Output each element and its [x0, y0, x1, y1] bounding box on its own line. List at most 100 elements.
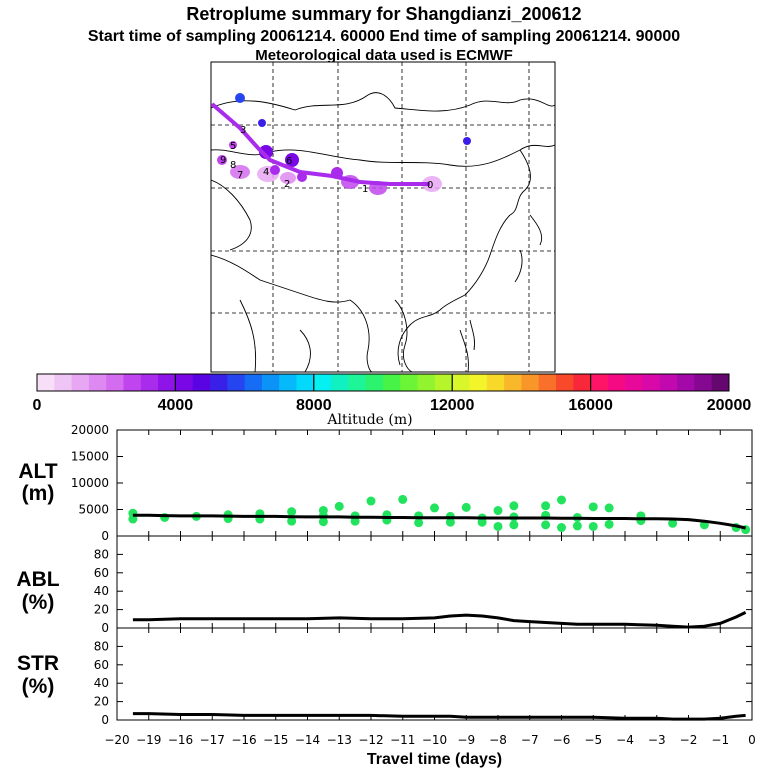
x-tick-label: −20	[104, 733, 129, 747]
y-tick-label: 15000	[71, 450, 109, 464]
trajectory-number-labels: 9 8 7 6 5 4 3 2 1 0	[220, 125, 433, 195]
colorbar-swatch	[348, 374, 367, 391]
y-tick-label: 10000	[71, 476, 109, 490]
cluster-point	[509, 501, 519, 511]
x-tick-label: −3	[648, 733, 666, 747]
traj-label: 6	[286, 156, 292, 167]
y-tick-label: 40	[94, 676, 109, 690]
colorbar-swatch	[625, 374, 643, 391]
colorbar-frame	[36, 373, 730, 392]
cluster-point	[414, 518, 424, 528]
colorbar-swatch	[37, 374, 55, 391]
colorbar-swatch	[434, 374, 453, 391]
y-tick-label: 60	[94, 566, 109, 580]
x-tick-label: −14	[295, 733, 320, 747]
colorbar-swatch	[573, 374, 592, 391]
colorbar-swatch	[607, 374, 626, 391]
colorbar-swatch	[659, 374, 678, 391]
colorbar-swatch	[365, 374, 384, 391]
colorbar-swatch	[556, 374, 574, 391]
map-coastlines	[211, 92, 555, 372]
panel-alt: 0 5000 10000 15000 20000	[71, 423, 753, 543]
colorbar-swatch	[244, 374, 263, 391]
x-tick-label: 0	[748, 733, 756, 747]
x-tick-label: −8	[489, 733, 507, 747]
series-line	[132, 712, 746, 721]
traj-label: 2	[284, 179, 290, 190]
colorbar-tick: 0	[33, 397, 42, 414]
colorbar-swatch	[192, 374, 211, 391]
colorbar-swatch	[158, 374, 176, 391]
cluster-point	[287, 516, 297, 526]
colorbar-swatch	[504, 374, 522, 391]
x-tick-label: −16	[231, 733, 256, 747]
colorbar-swatch	[71, 374, 90, 391]
x-tick-label: −5	[584, 733, 602, 747]
cluster-point	[334, 501, 344, 511]
y-tick-label: 0	[101, 621, 109, 635]
cluster-point	[604, 519, 614, 529]
colorbar-swatch	[711, 374, 730, 391]
panel-frame	[116, 627, 753, 721]
x-tick-label: −17	[200, 733, 225, 747]
traj-label: 5	[230, 141, 236, 152]
colorbar-swatch	[227, 374, 246, 391]
str-label: STR	[17, 652, 59, 675]
altitude-colorbar	[36, 373, 730, 392]
x-tick-label: −7	[521, 733, 539, 747]
y-tick-label: 5000	[78, 503, 109, 517]
y-tick-label: 20000	[71, 423, 109, 437]
colorbar-swatch	[88, 374, 107, 391]
x-tick-label: −16	[168, 733, 193, 747]
colorbar-swatch	[417, 374, 436, 391]
colorbar-swatch	[383, 374, 401, 391]
mean-trajectory-line	[211, 102, 430, 186]
abl-unit: (%)	[22, 591, 55, 614]
cluster-point	[604, 503, 614, 513]
traj-label: 9	[220, 155, 226, 166]
x-tick-label: −19	[136, 733, 161, 747]
cluster-point	[588, 521, 598, 531]
alt-label: ALT	[18, 460, 57, 483]
y-tick-label: 80	[94, 547, 109, 561]
cluster-point	[366, 496, 376, 506]
series-line	[132, 513, 746, 530]
alt-unit: (m)	[22, 482, 55, 505]
cluster-point	[557, 523, 566, 533]
cluster-point	[493, 521, 503, 531]
panel-side-labels: ALT (m) ABL (%) STR (%)	[16, 460, 59, 698]
title-line-1: Retroplume summary for Shangdianzi_20061…	[186, 4, 581, 24]
cluster-point	[541, 501, 551, 511]
y-tick-label: 0	[101, 529, 109, 543]
traj-label: 8	[230, 160, 236, 171]
x-tick-label: −2	[680, 733, 698, 747]
colorbar-swatch	[140, 374, 159, 391]
traj-label: 7	[237, 170, 243, 181]
colorbar-swatch	[279, 374, 297, 391]
colorbar-swatch	[521, 374, 540, 391]
x-tick-label: −13	[327, 733, 352, 747]
traj-label: 3	[240, 125, 246, 136]
colorbar-swatch	[538, 374, 557, 391]
x-tick-label: −11	[390, 733, 415, 747]
time-series-panels: 0 5000 10000 15000 20000 0 20 40 60 80 0 20 40 60 80 −2…	[71, 423, 756, 768]
map-panel: 9 8 7 6 5 4 3 2 1 0	[210, 61, 556, 373]
colorbar-swatch	[210, 374, 228, 391]
y-tick-label: 20	[94, 695, 109, 709]
abl-label: ABL	[16, 568, 59, 591]
cluster-point	[318, 506, 328, 516]
colorbar-label: Altitude (m)	[326, 412, 412, 428]
trajectory-clusters	[217, 93, 471, 195]
cluster-point	[287, 507, 297, 517]
colorbar-tick-labels: 0 4000 8000 12000 16000 20000	[33, 374, 751, 414]
x-tick-label: −10	[422, 733, 447, 747]
traj-label: 4	[263, 167, 269, 178]
title-line-2: Start time of sampling 20061214. 60000 E…	[88, 28, 680, 45]
cluster-point	[572, 521, 582, 531]
x-tick-label: −9	[457, 733, 475, 747]
colorbar-swatch	[313, 374, 332, 391]
colorbar-tick: 4000	[158, 397, 194, 414]
y-tick-label: 40	[94, 584, 109, 598]
map-frame	[210, 61, 556, 373]
